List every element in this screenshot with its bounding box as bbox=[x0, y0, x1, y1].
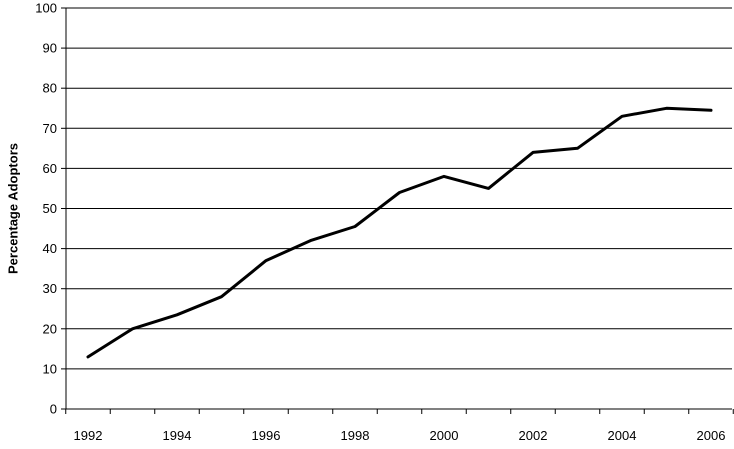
y-tick-label: 80 bbox=[43, 81, 57, 96]
y-tick-label: 20 bbox=[43, 321, 57, 336]
y-tick-label: 100 bbox=[35, 1, 57, 16]
y-tick-label: 60 bbox=[43, 161, 57, 176]
x-tick-label: 1996 bbox=[252, 428, 281, 443]
y-tick-label: 30 bbox=[43, 281, 57, 296]
gridlines bbox=[66, 7, 732, 370]
x-tick-label: 2006 bbox=[697, 428, 726, 443]
x-tick-label: 2004 bbox=[608, 428, 637, 443]
y-tick-label: 70 bbox=[43, 121, 57, 136]
series-line bbox=[86, 106, 713, 359]
x-tick-label: 1998 bbox=[341, 428, 370, 443]
y-tick-label: 40 bbox=[43, 241, 57, 256]
y-tick-labels: 0 10 20 30 40 50 60 70 80 90 100 bbox=[35, 1, 57, 417]
x-tick-label: 2000 bbox=[430, 428, 459, 443]
x-tick-labels: 1992 1994 1996 1998 2000 2002 2004 2006 bbox=[74, 428, 726, 443]
y-axis-title: Percentage Adoptors bbox=[5, 143, 20, 274]
series-group bbox=[86, 106, 713, 359]
y-tick-label: 50 bbox=[43, 201, 57, 216]
x-tick-label: 1992 bbox=[74, 428, 103, 443]
y-tick-label: 10 bbox=[43, 361, 57, 376]
y-tick-label: 90 bbox=[43, 41, 57, 56]
axes bbox=[61, 7, 734, 414]
x-tick-label: 2002 bbox=[519, 428, 548, 443]
y-tick-label: 0 bbox=[50, 402, 57, 417]
x-tick-label: 1994 bbox=[163, 428, 192, 443]
